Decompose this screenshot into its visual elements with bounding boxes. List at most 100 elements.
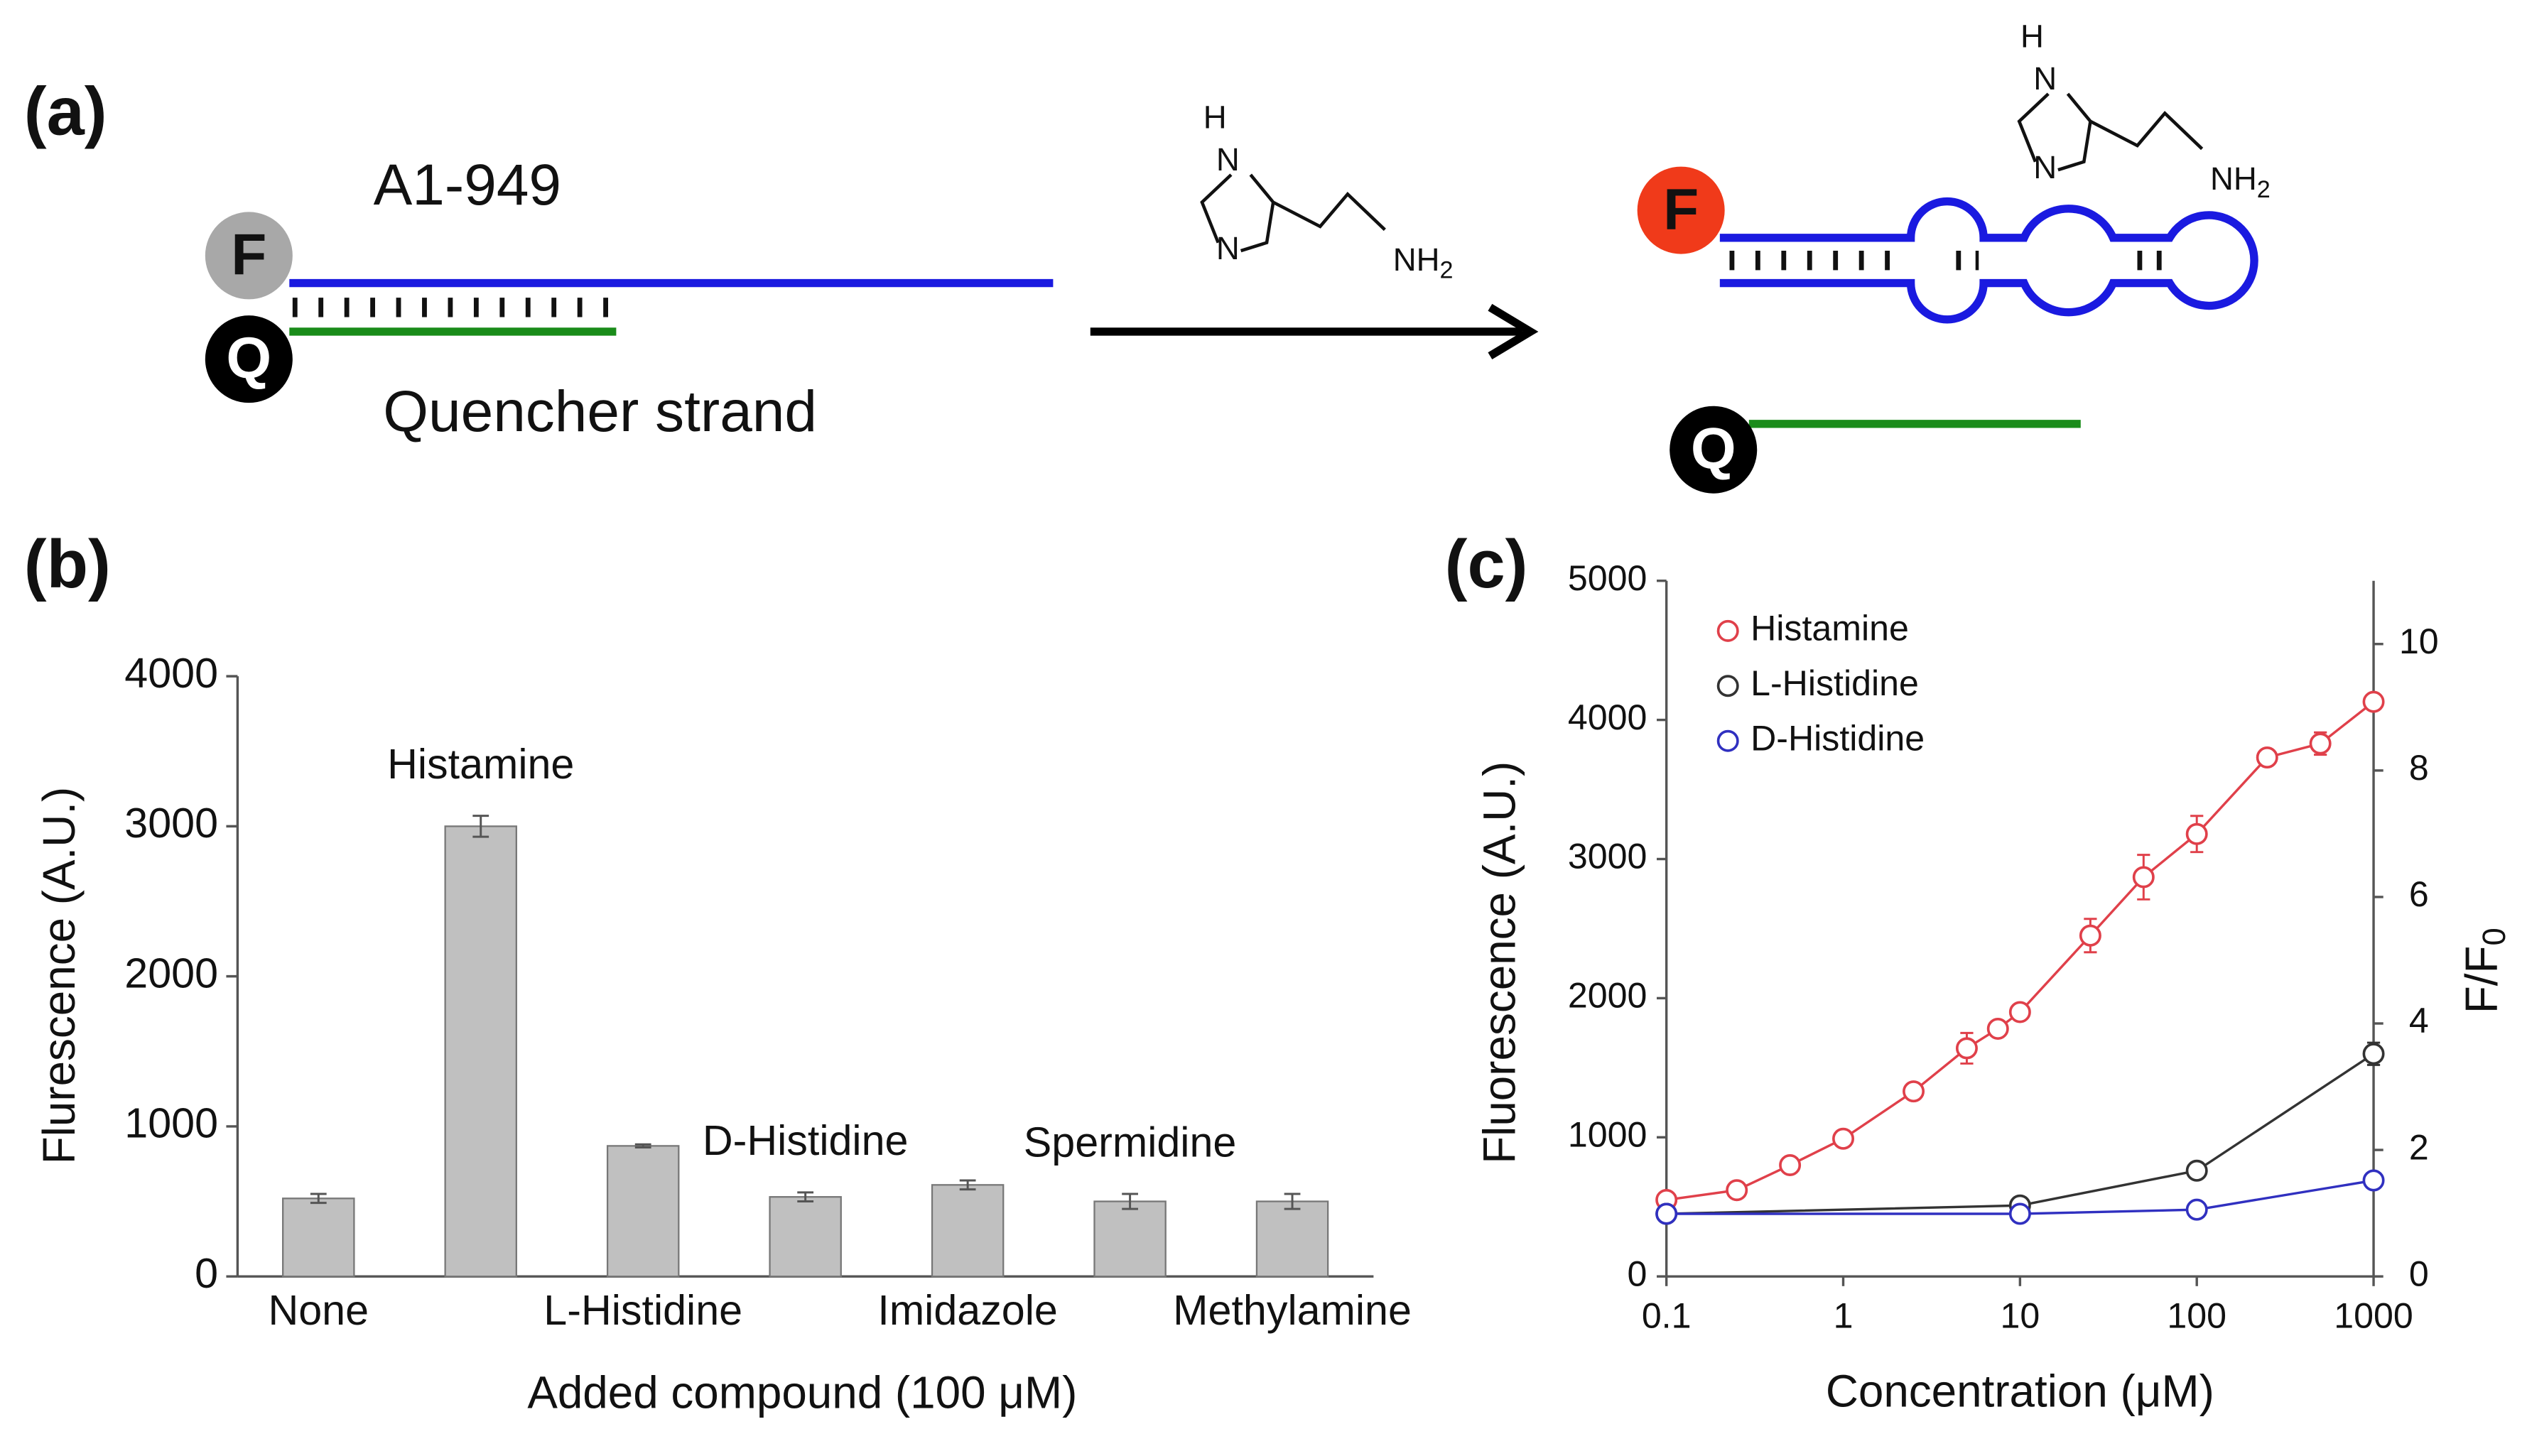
fluorophore-label: F (1663, 177, 1699, 241)
series-line (1666, 1179, 2374, 1215)
category-label: Methylamine (1173, 1286, 1412, 1334)
atom: H (2020, 18, 2044, 55)
legend-label: L-Histidine (1750, 663, 1919, 703)
legend-marker (1716, 675, 1739, 697)
fluorophore (205, 212, 293, 300)
atom: NH (2210, 161, 2257, 197)
x-tick-label: 100 (2167, 1296, 2226, 1336)
marker (1655, 1202, 1678, 1225)
marker (2079, 924, 2101, 947)
marker (1832, 1127, 1855, 1150)
atom: NH2 (1393, 241, 1454, 284)
arrow-head (1488, 303, 1539, 359)
histamine-molecule: H N N NH2 (1200, 99, 1454, 284)
fluorophore-label: F (231, 222, 266, 287)
y-tick-label: 1000 (124, 1099, 218, 1147)
bar (282, 1197, 355, 1278)
marker (2008, 1001, 2031, 1023)
y-tick-label: 5000 (1568, 558, 1647, 598)
category-label: D-Histidine (703, 1117, 909, 1164)
charts: (b)01000200030004000NoneHistamineL-Histi… (24, 526, 2512, 1418)
atom: H (1203, 99, 1227, 136)
y-tick-label: 3000 (1568, 837, 1647, 876)
legend-marker (1716, 729, 1739, 752)
category-label: Imidazole (877, 1286, 1057, 1334)
aptamer-hairpin (1719, 197, 2258, 324)
marker (2185, 1159, 2208, 1182)
bar (931, 1184, 1005, 1278)
category-label: Histamine (387, 740, 574, 788)
y-axis-label: Fluorescence (A.U.) (1473, 761, 1525, 1164)
y-tick-label: 0 (1627, 1254, 1647, 1293)
error-bar (634, 1143, 651, 1148)
y2-axis-label: F/F0 (2456, 928, 2512, 1014)
marker (1955, 1037, 1978, 1060)
marker (2132, 866, 2155, 889)
y-tick-label: 1000 (1568, 1115, 1647, 1155)
atom: N (1216, 141, 1240, 178)
y2-tick-label: 4 (2409, 1001, 2429, 1041)
marker (2362, 690, 2385, 713)
marker (2185, 1198, 2208, 1221)
series-line (1666, 1053, 2374, 1215)
x-tick-label: 1000 (2334, 1296, 2413, 1336)
panel-label: (b) (24, 526, 111, 602)
quencher-label: Q (226, 326, 271, 391)
y2-tick-label: 2 (2409, 1127, 2429, 1167)
error-bar (310, 1192, 327, 1205)
y-tick-label: 4000 (1568, 697, 1647, 737)
y-axis-label: Flurescence (A.U.) (33, 787, 85, 1165)
category-label: None (268, 1286, 369, 1334)
marker (2008, 1202, 2031, 1225)
histamine-molecule: H N N NH2 (2017, 18, 2271, 203)
atom: NH2 (2210, 161, 2271, 203)
y2-axis-label-main: F/F (2456, 946, 2507, 1014)
quencher (205, 315, 293, 403)
subscript: 2 (2257, 176, 2271, 203)
y2-tick-label: 10 (2399, 621, 2439, 661)
category-label: Spermidine (1024, 1118, 1237, 1166)
y2-tick-label: 0 (2409, 1254, 2429, 1293)
bar (769, 1196, 842, 1278)
marker (1986, 1017, 2009, 1040)
quencher-strand-label: Quencher strand (383, 379, 817, 444)
marker (2362, 1169, 2385, 1192)
x-tick-label: 0.1 (1642, 1296, 1692, 1336)
error-bar (1284, 1192, 1301, 1210)
y-tick-label: 2000 (1568, 976, 1647, 1016)
bar (444, 825, 517, 1278)
y2-tick-label: 6 (2409, 874, 2429, 914)
fluorophore (1637, 166, 1725, 254)
error-bar (472, 815, 489, 838)
category-label: L-Histidine (543, 1286, 742, 1334)
atom: NH (1393, 241, 1440, 278)
marker (1726, 1179, 1748, 1202)
y2-axis-label-sub: 0 (2476, 928, 2512, 945)
bar (1255, 1200, 1329, 1278)
y-tick-label: 3000 (124, 799, 218, 847)
x-axis-label: Concentration (μM) (1826, 1365, 2214, 1416)
aptamer-label: A1-949 (374, 153, 561, 217)
marker (1779, 1153, 1802, 1176)
y-tick-label: 2000 (124, 949, 218, 996)
y2-tick-label: 8 (2409, 748, 2429, 788)
panel-label: (c) (1445, 526, 1528, 602)
y-tick-label: 0 (195, 1249, 218, 1297)
legend-label: Histamine (1750, 609, 1909, 648)
panel-label: (a) (24, 73, 107, 149)
marker (2362, 1043, 2385, 1065)
atom: N (1216, 230, 1240, 266)
marker (2185, 822, 2208, 845)
legend-label: D-Histidine (1750, 718, 1925, 758)
quencher-label: Q (1691, 416, 1736, 481)
y-tick-label: 4000 (124, 649, 218, 697)
error-bar (1122, 1192, 1138, 1210)
error-bar (797, 1191, 814, 1203)
bar (1093, 1200, 1167, 1278)
bar (606, 1145, 680, 1278)
legend-marker (1716, 619, 1739, 642)
subscript: 2 (1440, 257, 1454, 284)
x-tick-label: 10 (2000, 1296, 2040, 1336)
